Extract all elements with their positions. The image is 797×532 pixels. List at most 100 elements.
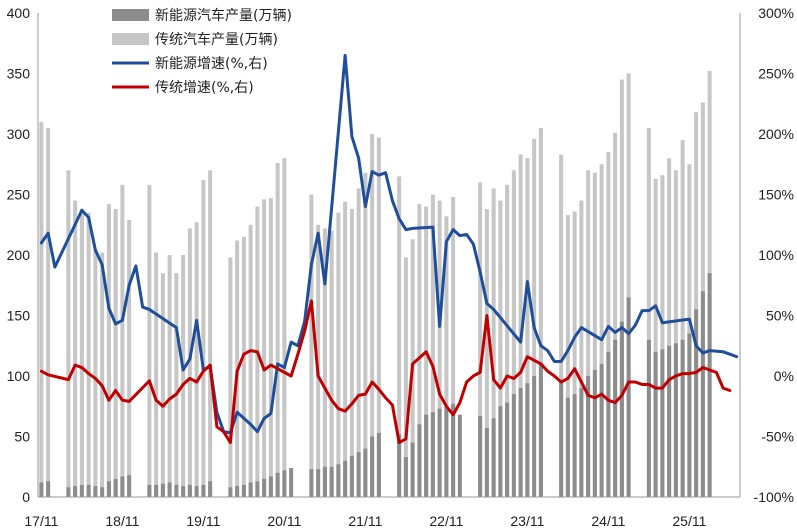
nev-production-bar: [46, 481, 51, 497]
nev-production-bar: [505, 402, 510, 497]
traditional-production-bar: [39, 121, 44, 498]
nev-production-bar: [694, 309, 699, 497]
traditional-production-bar: [275, 163, 280, 498]
nev-production-bar: [498, 406, 503, 497]
traditional-production-bar: [167, 255, 172, 497]
nev-production-bar: [700, 291, 705, 497]
legend-item: 新能源汽车产量(万辆): [112, 7, 292, 24]
nev-production-bar: [525, 383, 530, 497]
nev-production-bar: [187, 484, 192, 497]
traditional-production-bar: [376, 137, 381, 497]
nev-production-bar: [262, 478, 267, 497]
nev-production-bar: [309, 469, 314, 497]
nev-production-bar: [687, 333, 692, 497]
nev-production-bar: [599, 363, 604, 497]
nev-production-bar: [289, 467, 294, 497]
traditional-production-bar: [687, 164, 692, 497]
traditional-production-bar: [73, 200, 78, 498]
nev-production-bar: [66, 487, 71, 497]
legend-label: 传统增速(%,右): [155, 80, 254, 96]
right-axis-tick-label: -50%: [761, 429, 794, 445]
nev-production-bar: [572, 394, 577, 497]
traditional-production-bar: [268, 198, 273, 497]
traditional-production-bar: [181, 255, 186, 497]
x-axis-tick-label: 21/11: [348, 513, 382, 529]
traditional-production-bar: [106, 204, 111, 497]
traditional-production-bar: [100, 252, 105, 497]
nev-production-bar: [626, 297, 631, 497]
nev-production-bar: [653, 351, 658, 497]
traditional-production-bar: [430, 194, 435, 497]
nev-production-bar: [437, 408, 442, 497]
legend-swatch: [112, 33, 149, 45]
right-axis-tick-label: 200%: [758, 126, 794, 142]
traditional-production-bar: [484, 209, 489, 497]
traditional-production-bar: [322, 228, 327, 497]
traditional-production-bar: [336, 212, 341, 497]
traditional-production-bar: [160, 273, 165, 497]
traditional-production-bar: [606, 152, 611, 497]
nev-production-bar: [181, 486, 186, 497]
nev-production-bar: [93, 486, 98, 497]
nev-production-bar: [417, 424, 422, 497]
traditional-production-bar: [349, 209, 354, 497]
legend-label: 新能源增速(%,右): [155, 56, 268, 72]
nev-production-bar: [248, 482, 253, 497]
right-axis-tick-label: 100%: [758, 247, 794, 263]
left-axis-tick-label: 150: [7, 308, 31, 324]
nev-production-bar: [329, 466, 334, 497]
traditional-production-bar: [282, 158, 287, 497]
right-axis-tick-label: 150%: [758, 187, 794, 203]
legend-swatch: [112, 9, 149, 21]
traditional-production-bar: [356, 188, 361, 497]
x-axis-tick-label: 23/11: [510, 513, 544, 529]
nev-production-bar: [160, 483, 165, 497]
traditional-production-bar: [154, 252, 159, 497]
traditional-production-bar: [572, 211, 577, 497]
traditional-production-bar: [228, 257, 233, 497]
nev-production-bar: [511, 394, 516, 497]
nev-production-bar: [592, 369, 597, 497]
right-axis-tick-label: -100%: [754, 489, 794, 505]
nev-production-bar: [707, 273, 712, 497]
nev-production-bar: [208, 481, 213, 497]
traditional-production-bar: [66, 170, 71, 498]
nev-production-bar: [451, 403, 456, 497]
nev-production-bar: [322, 466, 327, 497]
traditional-production-bar: [201, 179, 206, 498]
traditional-production-bar: [241, 236, 246, 497]
nev-production-bar: [167, 482, 172, 497]
nev-production-bar: [403, 457, 408, 497]
nev-production-bar: [518, 388, 523, 497]
line-layer: [39, 53, 739, 445]
traditional-production-bar: [613, 132, 618, 498]
nev-production-bar: [228, 487, 233, 497]
left-axis-tick-label: 300: [7, 126, 31, 142]
nev-production-bar: [194, 486, 199, 497]
nev-production-bar: [559, 379, 564, 497]
nev-production-bar: [147, 484, 152, 497]
traditional-production-bar: [599, 164, 604, 497]
legend-label: 传统汽车产量(万辆): [155, 31, 278, 48]
traditional-production-bar: [248, 224, 253, 497]
nev-production-bar: [565, 397, 570, 497]
traditional-production-bar: [619, 79, 624, 498]
nev-production-bar: [579, 388, 584, 497]
traditional-production-bar: [397, 176, 402, 497]
traditional-production-bar: [147, 184, 152, 497]
nev-production-bar: [174, 484, 179, 497]
traditional-production-bar: [646, 127, 651, 497]
traditional-production-bar: [498, 200, 503, 498]
nev-production-bar: [255, 481, 260, 497]
nev-production-bar: [538, 363, 543, 497]
nev-production-bar: [667, 345, 672, 497]
left-axis-tick-label: 350: [7, 66, 31, 82]
nev-production-bar: [349, 455, 354, 497]
nev-production-bar: [79, 484, 84, 497]
traditional-production-bar: [208, 170, 213, 498]
traditional-production-bar: [127, 219, 132, 497]
traditional-production-bar: [343, 201, 348, 497]
nev-production-bar: [154, 484, 159, 497]
traditional-production-bar: [538, 127, 543, 497]
